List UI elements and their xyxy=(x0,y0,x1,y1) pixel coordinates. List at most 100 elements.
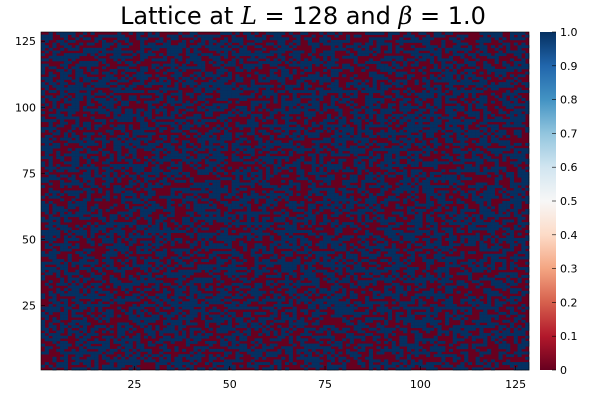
heatmap-cell xyxy=(464,169,469,173)
heatmap-cell xyxy=(479,311,484,315)
heatmap-cell xyxy=(448,179,454,183)
heatmap-cell xyxy=(227,317,232,321)
heatmap-cell xyxy=(323,237,328,241)
heatmap-cell xyxy=(109,311,114,315)
heatmap-cell xyxy=(105,237,110,241)
heatmap-cell xyxy=(98,211,103,215)
heatmap-cell xyxy=(128,256,133,260)
heatmap-cell xyxy=(395,230,400,233)
heatmap-cell xyxy=(258,301,263,305)
heatmap-cell xyxy=(94,267,99,270)
heatmap-cell xyxy=(63,335,68,339)
heatmap-cell xyxy=(239,306,244,310)
heatmap-cell xyxy=(426,264,431,268)
heatmap-cell xyxy=(102,230,107,233)
heatmap-cell xyxy=(311,251,316,255)
heatmap-cell xyxy=(471,214,476,218)
heatmap-cell xyxy=(109,214,114,218)
heatmap-cell xyxy=(128,208,133,212)
heatmap-cell xyxy=(338,343,343,347)
heatmap-cell xyxy=(48,201,53,204)
heatmap-cell xyxy=(128,367,133,371)
heatmap-cell xyxy=(182,311,187,315)
heatmap-cell xyxy=(86,198,91,202)
heatmap-cell xyxy=(407,237,412,241)
heatmap-cell xyxy=(208,243,213,247)
heatmap-cell xyxy=(174,171,179,175)
heatmap-cell xyxy=(380,317,385,321)
heatmap-cell xyxy=(330,243,335,247)
heatmap-cell xyxy=(429,274,434,278)
heatmap-cell xyxy=(60,346,65,350)
heatmap-cell xyxy=(494,248,499,252)
heatmap-cell xyxy=(448,301,454,305)
heatmap-cell xyxy=(391,235,396,239)
heatmap-cell xyxy=(243,177,248,181)
heatmap-cell xyxy=(403,171,408,175)
heatmap-cell xyxy=(471,166,476,170)
heatmap-cell xyxy=(380,177,385,181)
heatmap-cell xyxy=(513,182,518,186)
heatmap-cell xyxy=(418,306,423,310)
heatmap-cell xyxy=(128,232,133,236)
heatmap-cell xyxy=(166,298,171,302)
heatmap-cell xyxy=(437,206,442,210)
heatmap-cell xyxy=(414,185,419,189)
heatmap-cell xyxy=(464,235,469,239)
heatmap-cell xyxy=(395,296,400,299)
heatmap-cell xyxy=(326,237,332,241)
heatmap-cell xyxy=(178,174,183,178)
heatmap-cell xyxy=(235,351,240,355)
heatmap-cell xyxy=(185,364,190,368)
heatmap-cell xyxy=(452,256,457,260)
heatmap-cell xyxy=(273,193,278,197)
heatmap-cell xyxy=(204,232,210,236)
heatmap-cell xyxy=(212,253,217,257)
heatmap-cell xyxy=(319,227,324,231)
heatmap-cell xyxy=(212,301,217,305)
heatmap-cell xyxy=(319,182,324,186)
heatmap-cell xyxy=(155,280,160,284)
heatmap-cell xyxy=(90,327,95,331)
heatmap-cell xyxy=(376,335,381,339)
heatmap-cell xyxy=(437,354,442,358)
heatmap-cell xyxy=(197,335,202,339)
heatmap-cell xyxy=(502,222,507,226)
heatmap-cell xyxy=(319,290,324,294)
heatmap-cell xyxy=(445,333,450,336)
heatmap-cell xyxy=(517,206,522,210)
heatmap-cell xyxy=(441,179,446,183)
heatmap-cell xyxy=(483,245,488,249)
heatmap-cell xyxy=(464,195,469,199)
heatmap-cell xyxy=(376,351,381,355)
heatmap-cell xyxy=(193,338,198,342)
heatmap-cell xyxy=(63,311,68,315)
heatmap-cell xyxy=(41,311,46,315)
heatmap-cell xyxy=(342,280,347,284)
heatmap-cell xyxy=(82,359,88,363)
heatmap-cell xyxy=(155,317,160,321)
heatmap-cell xyxy=(48,253,53,257)
heatmap-cell xyxy=(307,277,312,281)
heatmap-cell xyxy=(506,237,511,241)
heatmap-cell xyxy=(117,166,122,170)
heatmap-cell xyxy=(395,222,400,226)
heatmap-cell xyxy=(330,166,335,170)
heatmap-cell xyxy=(265,264,271,268)
heatmap-cell xyxy=(197,235,202,239)
heatmap-cell xyxy=(216,288,221,292)
heatmap-cell xyxy=(399,285,404,289)
heatmap-cell xyxy=(464,343,469,347)
heatmap-cell xyxy=(136,309,141,313)
heatmap-cell xyxy=(368,203,373,207)
heatmap-cell xyxy=(204,166,210,170)
heatmap-cell xyxy=(471,227,476,231)
heatmap-cell xyxy=(452,354,457,358)
heatmap-cell xyxy=(288,251,293,255)
heatmap-cell xyxy=(227,243,232,247)
heatmap-cell xyxy=(483,243,488,247)
heatmap-cell xyxy=(475,182,480,186)
heatmap-cell xyxy=(132,201,137,204)
heatmap-cell xyxy=(509,296,515,299)
heatmap-cell xyxy=(231,338,236,342)
